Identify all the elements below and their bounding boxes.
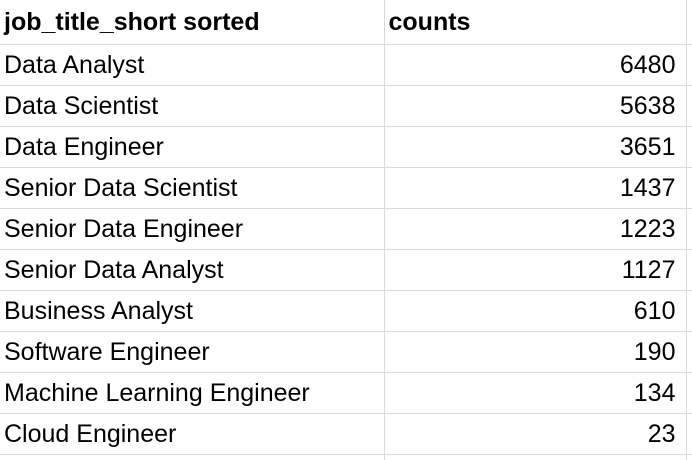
table-row: Business Analyst 610 [0,290,692,332]
table-row: Data Scientist 5638 [0,85,692,127]
empty-cell[interactable] [686,208,692,250]
table-row: Senior Data Engineer 1223 [0,208,692,250]
table-row: Data Analyst 6480 [0,44,692,86]
cell-count[interactable]: 134 [384,372,687,414]
table-row: Data Engineer 3651 [0,126,692,168]
header-row: job_title_short sorted counts [0,0,692,45]
cell-count[interactable]: 1223 [384,208,687,250]
cell-count[interactable]: 5638 [384,85,687,127]
cell-job-title[interactable]: Senior Data Engineer [0,208,385,250]
empty-cell[interactable] [686,413,692,455]
cell-count[interactable]: 23 [384,413,687,455]
empty-cell[interactable] [686,290,692,332]
table-row: Cloud Engineer 23 [0,413,692,455]
cell-job-title[interactable]: Machine Learning Engineer [0,372,385,414]
empty-cell[interactable] [686,126,692,168]
table-row [0,454,692,460]
cell-count[interactable]: 190 [384,331,687,373]
table-row: Machine Learning Engineer 134 [0,372,692,414]
cell-count[interactable]: 6480 [384,44,687,86]
cell-job-title[interactable]: Data Scientist [0,85,385,127]
empty-cell[interactable] [686,0,692,45]
cell-job-title[interactable]: Business Analyst [0,290,385,332]
cell-count[interactable]: 1437 [384,167,687,209]
cell-job-title[interactable]: Senior Data Analyst [0,249,385,291]
header-cell-counts[interactable]: counts [384,0,687,45]
table-row: Senior Data Scientist 1437 [0,167,692,209]
cell-count[interactable]: 1127 [384,249,687,291]
cell-job-title[interactable]: Software Engineer [0,331,385,373]
empty-cell[interactable] [686,372,692,414]
empty-cell[interactable] [686,454,692,460]
cell-job-title[interactable]: Data Engineer [0,126,385,168]
table-row: Software Engineer 190 [0,331,692,373]
cell-job-title[interactable]: Cloud Engineer [0,413,385,455]
cell-count[interactable]: 610 [384,290,687,332]
table-row: Senior Data Analyst 1127 [0,249,692,291]
cell-count[interactable]: 3651 [384,126,687,168]
header-cell-job-title[interactable]: job_title_short sorted [0,0,385,45]
cell-job-title[interactable]: Data Analyst [0,44,385,86]
empty-cell[interactable] [0,454,385,460]
empty-cell[interactable] [686,249,692,291]
cell-job-title[interactable]: Senior Data Scientist [0,167,385,209]
empty-cell[interactable] [384,454,687,460]
empty-cell[interactable] [686,167,692,209]
empty-cell[interactable] [686,85,692,127]
empty-cell[interactable] [686,331,692,373]
empty-cell[interactable] [686,44,692,86]
